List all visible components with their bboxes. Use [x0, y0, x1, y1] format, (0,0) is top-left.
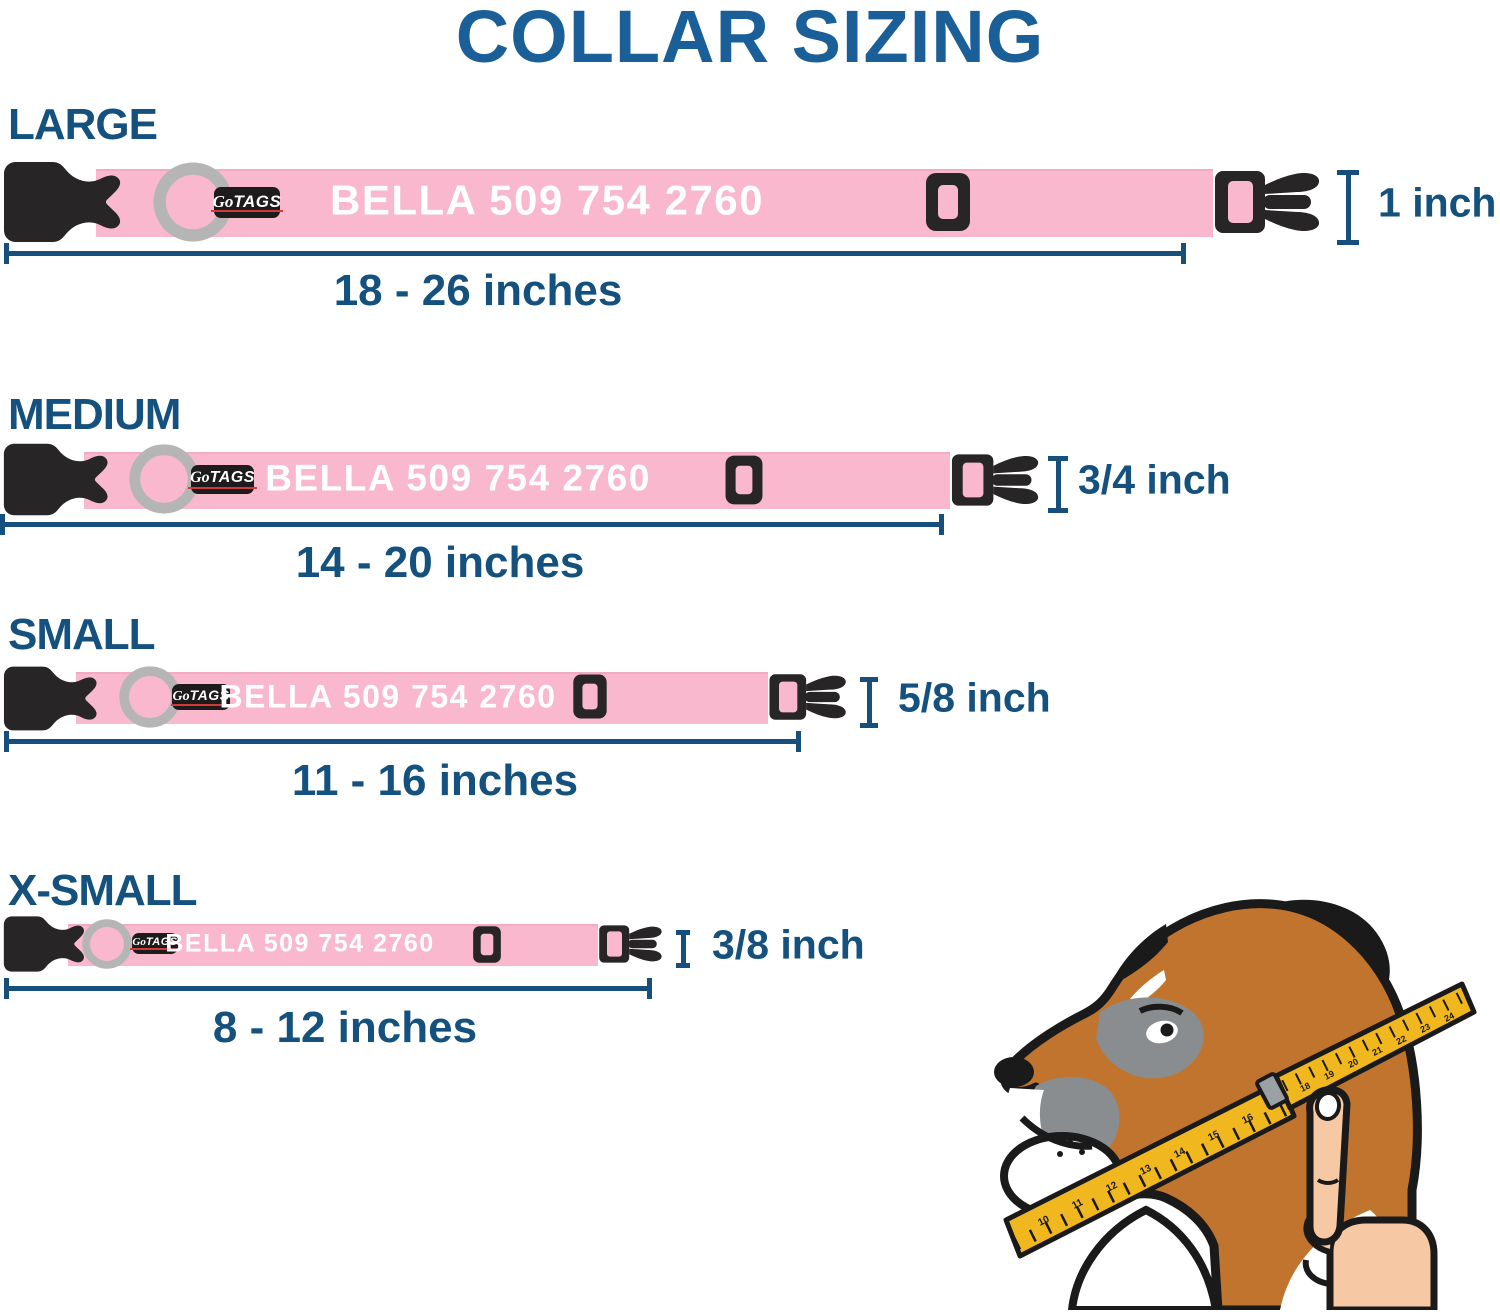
buckle-male-icon	[768, 671, 856, 723]
knuckle-line	[1316, 1178, 1340, 1185]
tape-numbers-upper: 18 19 20 21 22 23 24	[1298, 1010, 1455, 1093]
buckle-female-icon	[2, 915, 94, 973]
size-name-xsmall: X-SMALL	[8, 866, 198, 915]
range-label-large: 18 - 26 inches	[333, 266, 623, 315]
width-bracket	[1048, 456, 1068, 513]
hand-index-finger	[1306, 1086, 1351, 1246]
brand-prefix: Go	[212, 191, 234, 211]
personalization-text: BELLA 509 754 2760	[265, 457, 651, 499]
length-measure-line	[0, 514, 944, 535]
svg-text:24: 24	[1442, 1010, 1455, 1023]
svg-text:22: 22	[1394, 1033, 1407, 1046]
dog-pupil	[1160, 1023, 1174, 1037]
tape-clip	[1255, 1072, 1289, 1110]
width-label-xsmall: 3/8 inch	[712, 921, 865, 968]
brand-suffix: TAGS	[233, 191, 282, 211]
buckle-female-icon	[2, 442, 120, 517]
width-label-small: 5/8 inch	[898, 674, 1051, 721]
svg-text:19: 19	[1322, 1068, 1335, 1081]
dog-freckle	[1057, 1151, 1063, 1157]
width-bracket	[676, 930, 690, 968]
brand-prefix: Go	[172, 688, 190, 704]
svg-text:21: 21	[1370, 1044, 1383, 1057]
dog-measurement-illustration: 10 11 12 13 14 15 16 18 19 20 21 22 23 2…	[994, 899, 1477, 1310]
svg-text:10: 10	[1036, 1214, 1051, 1229]
buckle-female-icon	[2, 665, 108, 732]
hand-fist	[1326, 1216, 1438, 1310]
svg-text:11: 11	[1070, 1197, 1085, 1212]
svg-text:13: 13	[1138, 1163, 1153, 1178]
range-label-small: 11 - 16 inches	[291, 756, 579, 805]
dog-freckle	[1067, 1139, 1073, 1145]
hand-curled-finger	[1302, 1259, 1331, 1287]
personalization-text: BELLA 509 754 2760	[165, 929, 435, 958]
tri-glide-slider-icon	[924, 171, 972, 233]
gotags-logo-patch: GoTAGS	[170, 684, 232, 710]
dog-chest	[1067, 1205, 1221, 1310]
gotags-logo-patch: GoTAGS	[130, 933, 180, 954]
svg-text:20: 20	[1346, 1056, 1359, 1069]
range-label-medium: 14 - 20 inches	[295, 538, 585, 587]
range-label-xsmall: 8 - 12 inches	[212, 1003, 478, 1052]
tape-lower-segment	[1003, 1079, 1297, 1259]
gotags-logo-patch: GoTAGS	[188, 465, 257, 494]
gotags-logo-patch: GoTAGS	[210, 187, 284, 218]
length-measure-line	[4, 978, 652, 999]
svg-text:14: 14	[1172, 1146, 1187, 1161]
width-bracket	[860, 677, 878, 728]
personalization-text: BELLA 509 754 2760	[219, 678, 557, 715]
svg-text:15: 15	[1206, 1129, 1221, 1144]
brand-prefix: Go	[190, 469, 210, 487]
tri-glide-slider-icon	[722, 454, 766, 506]
tri-glide-slider-icon	[470, 925, 504, 964]
brand-prefix: Go	[132, 935, 146, 948]
width-bracket	[1337, 170, 1359, 245]
buckle-male-icon	[950, 451, 1050, 509]
size-name-medium: MEDIUM	[8, 390, 181, 439]
length-measure-line	[4, 243, 1186, 264]
svg-text:12: 12	[1104, 1180, 1119, 1195]
personalization-text: BELLA 509 754 2760	[330, 176, 765, 224]
brand-suffix: TAGS	[189, 686, 230, 703]
dog-freckle	[1079, 1149, 1085, 1155]
width-label-large: 1 inch	[1378, 179, 1497, 226]
buckle-male-icon	[1213, 167, 1333, 237]
dog-mouth	[1019, 1115, 1093, 1150]
dog-ear-front	[1110, 924, 1168, 986]
tape-numbers-lower: 10 11 12 13 14 15 16	[1036, 1112, 1255, 1229]
page-title: COLLAR SIZING	[455, 0, 1045, 78]
width-label-medium: 3/4 inch	[1078, 456, 1231, 503]
size-name-large: LARGE	[8, 100, 158, 149]
dog-brow	[1138, 1003, 1184, 1016]
svg-text:18: 18	[1298, 1080, 1311, 1093]
brand-suffix: TAGS	[209, 469, 255, 487]
brand-suffix: TAGS	[145, 935, 178, 948]
length-measure-line	[4, 731, 801, 752]
buckle-female-icon	[2, 160, 134, 244]
collar-band	[96, 169, 1213, 237]
svg-text:16: 16	[1240, 1112, 1255, 1127]
fingernail	[1314, 1091, 1342, 1121]
tri-glide-slider-icon	[570, 673, 610, 720]
size-name-small: SMALL	[8, 610, 156, 659]
svg-text:23: 23	[1418, 1021, 1431, 1034]
dog-nose	[994, 1057, 1034, 1087]
buckle-male-icon	[598, 923, 670, 965]
